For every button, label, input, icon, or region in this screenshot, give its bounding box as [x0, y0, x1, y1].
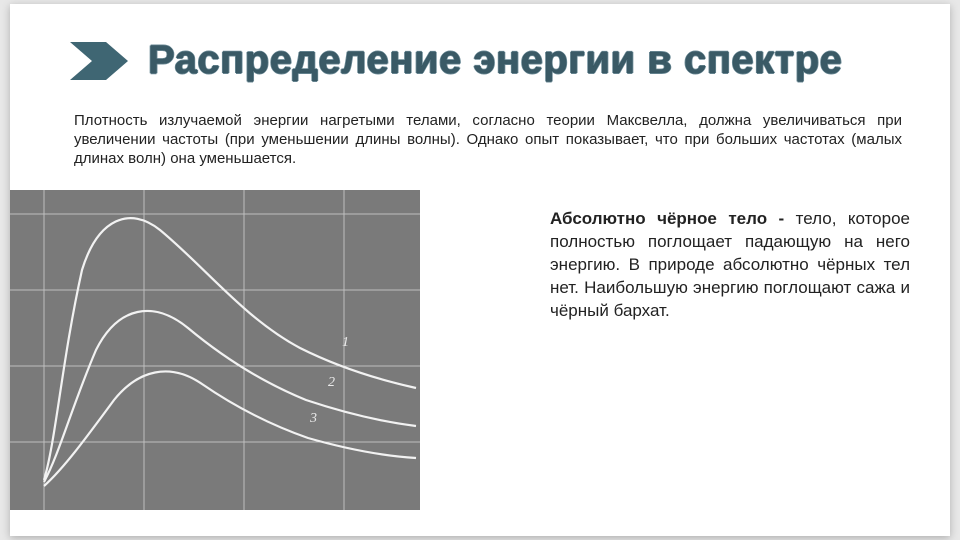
- chevron-icon: [70, 42, 130, 80]
- definition-block: Абсолютно чёрное тело - тело, которое по…: [550, 208, 910, 323]
- curve-label-1: 1: [342, 335, 349, 350]
- spectrum-chart: 1 2 3: [10, 190, 420, 510]
- curve-label-3: 3: [309, 411, 317, 426]
- intro-paragraph: Плотность излучаемой энергии нагретыми т…: [74, 112, 902, 168]
- chart-svg: 1 2 3: [10, 190, 420, 510]
- definition-term: Абсолютно чёрное тело -: [550, 209, 784, 228]
- title-block: Распределение энергии в спектре: [70, 38, 842, 83]
- slide-page: Распределение энергии в спектре Плотност…: [10, 4, 950, 536]
- page-title: Распределение энергии в спектре: [148, 38, 842, 83]
- curve-label-2: 2: [328, 375, 335, 390]
- chevron-shape: [70, 42, 128, 80]
